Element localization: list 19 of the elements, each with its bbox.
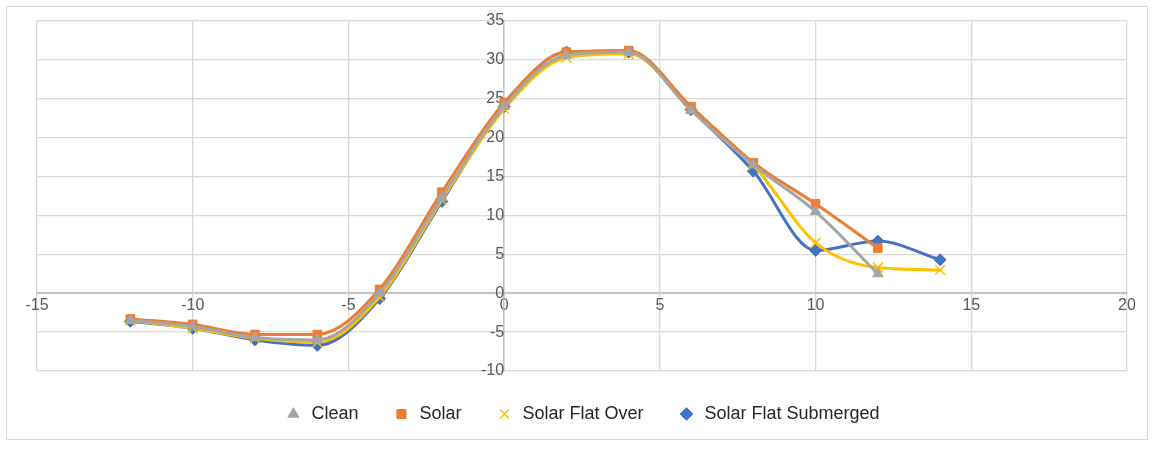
legend-label: Solar bbox=[419, 402, 462, 423]
legend-label: Solar Flat Submerged bbox=[704, 402, 880, 423]
x-tick-label: 20 bbox=[1118, 296, 1136, 314]
y-tick-label: 35 bbox=[486, 11, 505, 29]
x-tick-label: 10 bbox=[806, 296, 825, 314]
x-tick-label: -10 bbox=[181, 296, 205, 314]
y-tick-label: 20 bbox=[486, 128, 505, 146]
legend-label: Solar Flat Over bbox=[522, 402, 644, 423]
x-tick-label: -5 bbox=[341, 296, 356, 314]
y-tick-label: 10 bbox=[486, 205, 505, 223]
y-tick-label: 30 bbox=[486, 50, 505, 68]
x-tick-label: 15 bbox=[962, 296, 981, 314]
y-tick-label: -10 bbox=[481, 361, 505, 379]
x-tick-label: 5 bbox=[655, 296, 665, 314]
y-tick-label: 15 bbox=[486, 166, 505, 184]
y-tick-label: 5 bbox=[495, 244, 505, 262]
x-tick-label: -15 bbox=[25, 296, 49, 314]
legend-label: Clean bbox=[311, 402, 359, 423]
y-tick-label: -5 bbox=[489, 322, 505, 340]
